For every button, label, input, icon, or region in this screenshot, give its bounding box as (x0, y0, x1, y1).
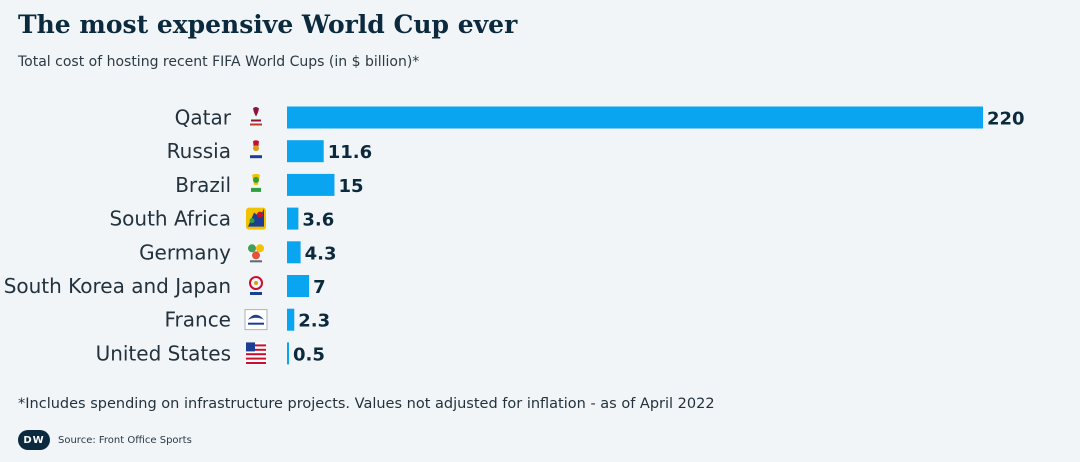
emblem-shape (250, 260, 262, 263)
value-label: 3.6 (302, 210, 334, 231)
bar (287, 241, 301, 264)
germany-2006-emblem-icon (248, 244, 264, 263)
bar-chart: Qatar 220 Russia 11.6 Brazil 15 South Africa 3.… (4, 106, 1025, 366)
korea-japan-2002-emblem-icon (249, 276, 263, 295)
emblem-shape (248, 322, 264, 325)
value-label: 2.3 (298, 311, 330, 332)
emblem-shape (253, 107, 259, 117)
bar (287, 140, 324, 163)
emblem-shape (256, 244, 264, 253)
emblem-shape (246, 348, 266, 351)
category-label: South Korea and Japan (4, 274, 231, 298)
bar (287, 106, 983, 129)
category-label: Brazil (175, 173, 231, 197)
bar (287, 308, 295, 331)
emblem-shape (246, 362, 266, 364)
emblem-shape (244, 309, 268, 331)
russia-2018-emblem-icon (250, 140, 262, 159)
value-label: 15 (338, 176, 363, 197)
emblem-shape (248, 244, 256, 253)
usa-1994-emblem-icon (246, 342, 266, 365)
qatar-2022-emblem-icon (250, 107, 262, 126)
category-label: Russia (167, 139, 231, 163)
emblem-shape (251, 187, 261, 192)
bar (287, 342, 289, 365)
chart-title: The most expensive World Cup ever (18, 10, 518, 39)
emblem-shape (254, 281, 258, 285)
dw-logo: DW (18, 430, 50, 450)
footnote: *Includes spending on infrastructure pro… (18, 396, 715, 412)
emblem-shape (246, 353, 266, 356)
category-label: France (164, 308, 231, 332)
value-label: 7 (313, 277, 326, 298)
emblem-shape (251, 119, 261, 122)
source-text: Source: Front Office Sports (58, 434, 192, 446)
emblem-shape (252, 251, 260, 260)
value-label: 220 (987, 109, 1025, 130)
south-africa-2010-emblem-icon (246, 207, 266, 230)
emblem-shape (253, 145, 259, 152)
value-label: 4.3 (305, 243, 337, 264)
category-label: Germany (139, 240, 231, 264)
bar (287, 173, 335, 196)
value-label: 0.5 (293, 344, 325, 365)
emblem-shape (250, 292, 262, 295)
emblem-shape (257, 211, 263, 218)
france-1998-emblem-icon (244, 309, 268, 331)
source-row: DW Source: Front Office Sports (18, 429, 192, 451)
emblem-shape (246, 344, 266, 347)
emblem-shape (250, 123, 262, 126)
emblem-shape (246, 342, 255, 352)
value-label: 11.6 (328, 142, 372, 163)
emblem-shape (250, 155, 262, 159)
emblem-shape (249, 276, 263, 290)
bar (287, 207, 299, 230)
brazil-2014-emblem-icon (251, 173, 261, 192)
bar (287, 275, 310, 297)
emblem-shape (249, 218, 255, 224)
chart-subtitle: Total cost of hosting recent FIFA World … (18, 54, 420, 70)
category-label: Qatar (175, 106, 232, 130)
category-label: United States (96, 341, 231, 365)
emblem-shape (253, 176, 259, 183)
category-label: South Africa (109, 207, 231, 231)
emblem-shape (248, 314, 264, 320)
emblem-shape (246, 357, 266, 360)
